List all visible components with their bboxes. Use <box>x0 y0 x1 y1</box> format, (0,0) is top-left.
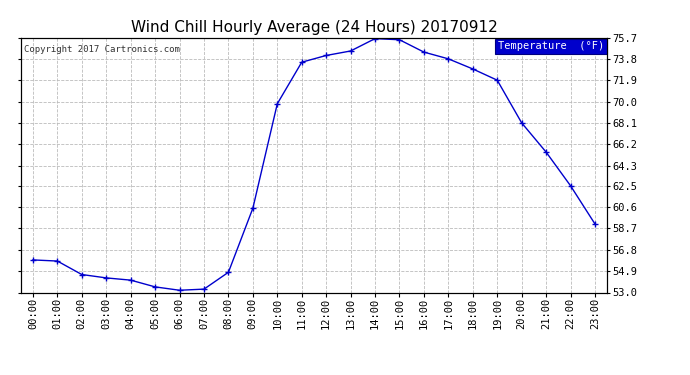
Text: Temperature  (°F): Temperature (°F) <box>498 41 604 51</box>
Text: Copyright 2017 Cartronics.com: Copyright 2017 Cartronics.com <box>23 45 179 54</box>
Title: Wind Chill Hourly Average (24 Hours) 20170912: Wind Chill Hourly Average (24 Hours) 201… <box>130 20 497 35</box>
